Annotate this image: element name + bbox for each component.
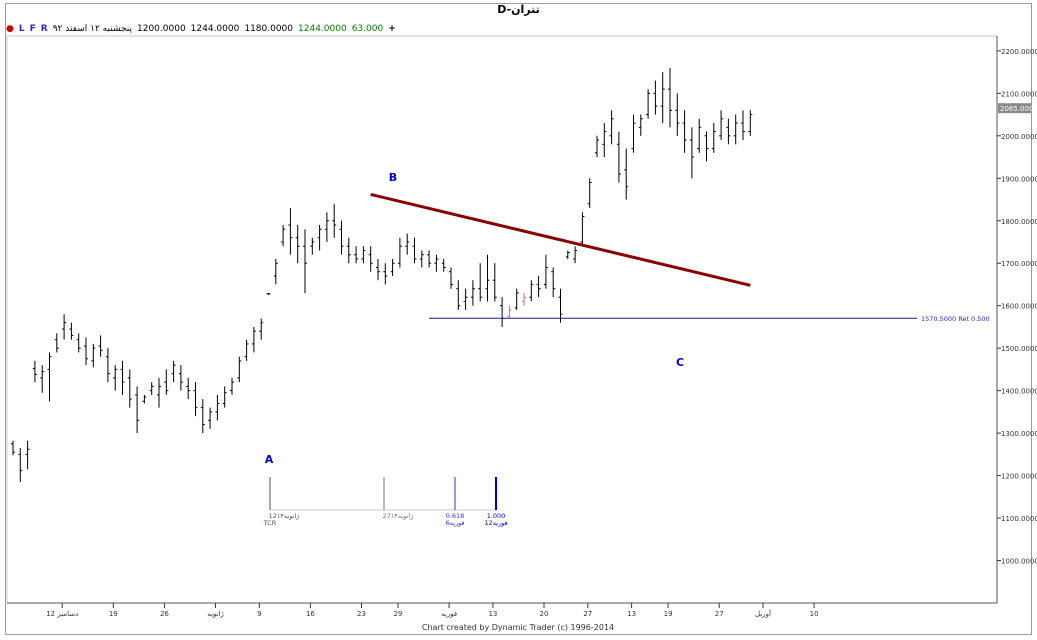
x-tick-label: 12 دسامبر [46, 610, 78, 618]
right-button[interactable]: R [40, 24, 48, 34]
left-button[interactable]: L [18, 24, 25, 34]
x-tick-label: 27 [715, 610, 724, 618]
x-tick-label: 26 [160, 610, 169, 618]
status-dot-icon: ● [6, 24, 14, 34]
x-tick-label: 29 [394, 610, 403, 618]
info-bar: ● L F R پنجشنبه ۱۲ اسفند ۹۲ 1200.0000 12… [6, 23, 401, 35]
x-tick-label: 9 [257, 610, 261, 618]
bar-date: پنجشنبه ۱۲ اسفند ۹۲ [52, 24, 132, 34]
x-tick-label: فوریه [441, 610, 457, 618]
x-tick-label: 27 [583, 610, 592, 618]
plus-icon[interactable]: + [388, 24, 396, 34]
y-tick-label: 1000.00000 [1001, 558, 1037, 566]
x-tick-label: 19 [664, 610, 673, 618]
chart-window [5, 3, 1032, 635]
time-marker-sublabel: 6فوریه [445, 519, 464, 527]
trendline-bc [370, 192, 751, 287]
y-tick-label: 2000.00000 [1001, 133, 1037, 141]
y-tick-label: 1500.00000 [1001, 345, 1037, 353]
y-tick-label: 2200.00000 [1001, 48, 1037, 56]
window-title: D-تتران [497, 3, 540, 16]
x-tick-label: 10 [810, 610, 819, 618]
retracement-label: 1570.5000 Ret 0.500 [921, 315, 990, 323]
time-marker-label: 12ژانویه۱۴ [269, 512, 300, 520]
time-marker-label: 1.000 [487, 512, 506, 520]
y-tick-label: 1600.00000 [1001, 303, 1037, 311]
y-tick-label: 1800.00000 [1001, 218, 1037, 226]
x-tick-label: 13 [627, 610, 636, 618]
x-tick-label: 13 [488, 610, 497, 618]
wave-label-b: B [389, 171, 397, 184]
time-marker-label: 27ژانویه۱۴ [383, 512, 414, 520]
x-tick-label: 20 [540, 610, 549, 618]
wave-label-c: C [676, 356, 684, 369]
time-marker-sublabel: TCR [263, 519, 277, 527]
wave-label-a: A [265, 453, 274, 466]
x-tick-label: 19 [109, 610, 118, 618]
y-tick-label: 1300.00000 [1001, 430, 1037, 438]
current-price-label: 2065.0000 [1000, 105, 1037, 113]
y-tick-label: 1700.00000 [1001, 260, 1037, 268]
y-tick-label: 2100.00000 [1001, 90, 1037, 98]
bar-change: 63.000 [351, 24, 384, 34]
y-tick-label: 1400.00000 [1001, 388, 1037, 396]
x-tick-label: آوریل [755, 609, 772, 618]
time-marker-sublabel: 12فوریه [484, 519, 507, 527]
x-tick-label: ژانویه [207, 610, 224, 618]
chart-footer: Chart created by Dynamic Trader (c) 1996… [422, 623, 614, 632]
x-tick-label: 23 [357, 610, 366, 618]
time-marker-label: 0.618 [446, 512, 465, 520]
current-price-tag [998, 103, 1031, 114]
bar-high: 1244.0000 [190, 24, 240, 34]
y-tick-label: 1900.00000 [1001, 175, 1037, 183]
bar-open: 1200.0000 [137, 24, 186, 34]
y-tick-label: 1100.00000 [1001, 515, 1037, 523]
bar-close: 1244.0000 [298, 24, 347, 34]
fwd-button[interactable]: F [29, 24, 36, 34]
y-tick-label: 1200.00000 [1001, 473, 1037, 481]
x-tick-label: 16 [306, 610, 315, 618]
bar-low: 1180.0000 [244, 24, 294, 34]
